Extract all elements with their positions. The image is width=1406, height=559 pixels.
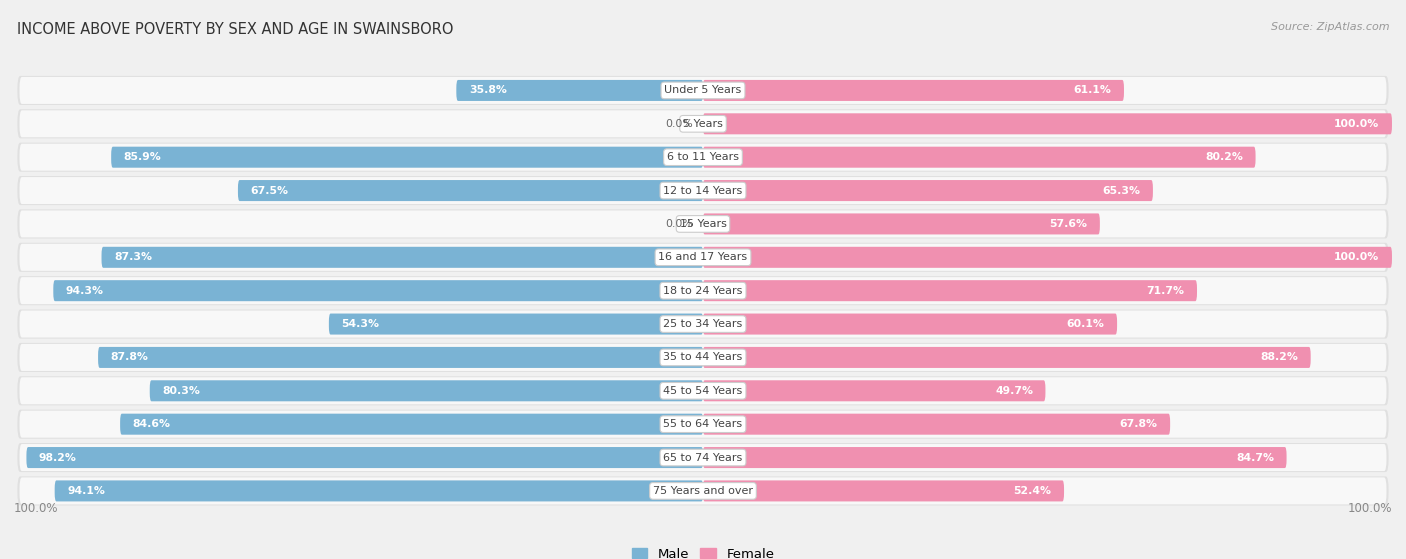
Text: 87.3%: 87.3% xyxy=(114,252,152,262)
Text: 65.3%: 65.3% xyxy=(1102,186,1140,196)
Text: 94.1%: 94.1% xyxy=(67,486,105,496)
FancyBboxPatch shape xyxy=(53,280,703,301)
Text: 80.2%: 80.2% xyxy=(1205,152,1243,162)
Text: 57.6%: 57.6% xyxy=(1049,219,1087,229)
FancyBboxPatch shape xyxy=(457,80,703,101)
FancyBboxPatch shape xyxy=(20,110,1386,138)
FancyBboxPatch shape xyxy=(20,311,1386,338)
FancyBboxPatch shape xyxy=(703,480,1064,501)
FancyBboxPatch shape xyxy=(111,146,703,168)
FancyBboxPatch shape xyxy=(703,347,1310,368)
Text: 0.0%: 0.0% xyxy=(665,119,693,129)
Text: 5 Years: 5 Years xyxy=(683,119,723,129)
FancyBboxPatch shape xyxy=(55,480,703,501)
Text: 0.0%: 0.0% xyxy=(665,219,693,229)
Text: 35.8%: 35.8% xyxy=(468,86,506,96)
Text: 18 to 24 Years: 18 to 24 Years xyxy=(664,286,742,296)
FancyBboxPatch shape xyxy=(27,447,703,468)
FancyBboxPatch shape xyxy=(20,177,1386,204)
FancyBboxPatch shape xyxy=(17,276,1389,305)
Text: 61.1%: 61.1% xyxy=(1074,86,1112,96)
FancyBboxPatch shape xyxy=(703,214,1099,234)
FancyBboxPatch shape xyxy=(17,443,1389,472)
Text: 54.3%: 54.3% xyxy=(342,319,380,329)
Text: 52.4%: 52.4% xyxy=(1014,486,1052,496)
FancyBboxPatch shape xyxy=(703,80,1123,101)
Text: 84.7%: 84.7% xyxy=(1236,453,1274,462)
Text: 6 to 11 Years: 6 to 11 Years xyxy=(666,152,740,162)
FancyBboxPatch shape xyxy=(703,180,1153,201)
Text: INCOME ABOVE POVERTY BY SEX AND AGE IN SWAINSBORO: INCOME ABOVE POVERTY BY SEX AND AGE IN S… xyxy=(17,22,453,37)
FancyBboxPatch shape xyxy=(20,210,1386,238)
Text: 84.6%: 84.6% xyxy=(132,419,170,429)
FancyBboxPatch shape xyxy=(17,310,1389,339)
Text: 35 to 44 Years: 35 to 44 Years xyxy=(664,352,742,362)
FancyBboxPatch shape xyxy=(238,180,703,201)
FancyBboxPatch shape xyxy=(20,477,1386,504)
Text: 67.5%: 67.5% xyxy=(250,186,288,196)
FancyBboxPatch shape xyxy=(20,377,1386,404)
Text: 80.3%: 80.3% xyxy=(162,386,200,396)
Text: 55 to 64 Years: 55 to 64 Years xyxy=(664,419,742,429)
FancyBboxPatch shape xyxy=(17,343,1389,372)
FancyBboxPatch shape xyxy=(150,380,703,401)
FancyBboxPatch shape xyxy=(329,314,703,335)
FancyBboxPatch shape xyxy=(17,110,1389,138)
FancyBboxPatch shape xyxy=(703,447,1286,468)
Text: 94.3%: 94.3% xyxy=(66,286,104,296)
Text: Source: ZipAtlas.com: Source: ZipAtlas.com xyxy=(1271,22,1389,32)
Text: 67.8%: 67.8% xyxy=(1119,419,1157,429)
Text: 85.9%: 85.9% xyxy=(124,152,162,162)
FancyBboxPatch shape xyxy=(703,146,1256,168)
FancyBboxPatch shape xyxy=(703,280,1197,301)
Text: 49.7%: 49.7% xyxy=(995,386,1033,396)
FancyBboxPatch shape xyxy=(20,77,1386,104)
Text: 71.7%: 71.7% xyxy=(1146,286,1185,296)
Legend: Male, Female: Male, Female xyxy=(626,542,780,559)
FancyBboxPatch shape xyxy=(17,143,1389,172)
Text: 88.2%: 88.2% xyxy=(1260,352,1298,362)
Text: 87.8%: 87.8% xyxy=(111,352,149,362)
FancyBboxPatch shape xyxy=(17,410,1389,439)
Text: 100.0%: 100.0% xyxy=(14,502,59,515)
Text: 15 Years: 15 Years xyxy=(679,219,727,229)
FancyBboxPatch shape xyxy=(101,247,703,268)
FancyBboxPatch shape xyxy=(20,277,1386,304)
FancyBboxPatch shape xyxy=(17,476,1389,505)
FancyBboxPatch shape xyxy=(17,376,1389,405)
FancyBboxPatch shape xyxy=(17,176,1389,205)
Text: 100.0%: 100.0% xyxy=(1334,119,1379,129)
FancyBboxPatch shape xyxy=(20,344,1386,371)
Text: Under 5 Years: Under 5 Years xyxy=(665,86,741,96)
Text: 65 to 74 Years: 65 to 74 Years xyxy=(664,453,742,462)
FancyBboxPatch shape xyxy=(20,444,1386,471)
FancyBboxPatch shape xyxy=(17,210,1389,239)
Text: 60.1%: 60.1% xyxy=(1067,319,1105,329)
FancyBboxPatch shape xyxy=(703,314,1118,335)
Text: 100.0%: 100.0% xyxy=(1347,502,1392,515)
Text: 100.0%: 100.0% xyxy=(1334,252,1379,262)
Text: 12 to 14 Years: 12 to 14 Years xyxy=(664,186,742,196)
FancyBboxPatch shape xyxy=(17,243,1389,272)
FancyBboxPatch shape xyxy=(98,347,703,368)
FancyBboxPatch shape xyxy=(20,144,1386,170)
FancyBboxPatch shape xyxy=(703,414,1170,435)
Text: 25 to 34 Years: 25 to 34 Years xyxy=(664,319,742,329)
Text: 75 Years and over: 75 Years and over xyxy=(652,486,754,496)
FancyBboxPatch shape xyxy=(703,247,1392,268)
Text: 98.2%: 98.2% xyxy=(39,453,77,462)
FancyBboxPatch shape xyxy=(20,244,1386,271)
FancyBboxPatch shape xyxy=(703,113,1392,134)
FancyBboxPatch shape xyxy=(17,76,1389,105)
Text: 45 to 54 Years: 45 to 54 Years xyxy=(664,386,742,396)
Text: 16 and 17 Years: 16 and 17 Years xyxy=(658,252,748,262)
FancyBboxPatch shape xyxy=(703,380,1046,401)
FancyBboxPatch shape xyxy=(20,411,1386,438)
FancyBboxPatch shape xyxy=(120,414,703,435)
